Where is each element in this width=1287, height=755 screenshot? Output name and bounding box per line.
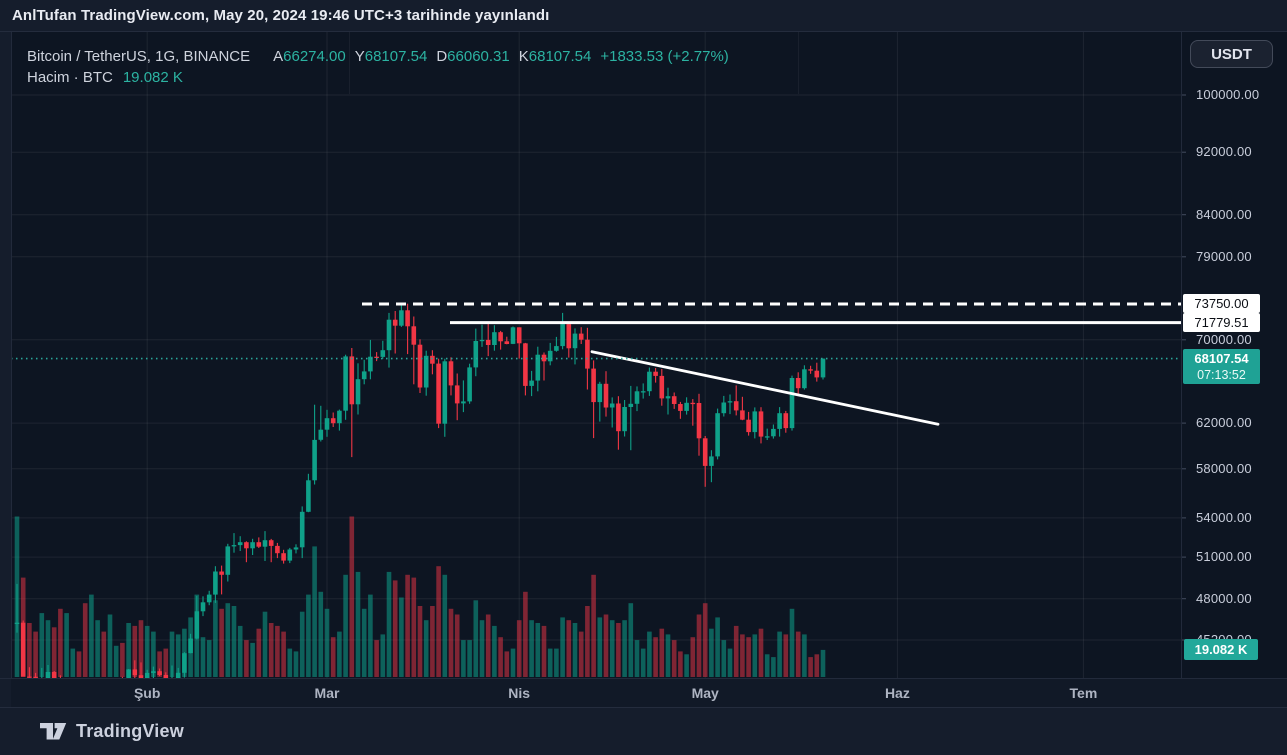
- last-price-badge: 68107.54 07:13:52: [1183, 349, 1260, 385]
- low-value: 66060.31: [447, 48, 510, 65]
- price-axis-label: 58000.00: [1196, 460, 1252, 476]
- volume-label: Hacim · BTC: [27, 69, 113, 86]
- footer-bar: TradingView: [0, 708, 1287, 755]
- high-value: 68107.54: [364, 48, 428, 65]
- tradingview-mark-icon: [40, 723, 67, 740]
- time-axis[interactable]: Şub Mar Nis May Haz Tem: [11, 679, 1287, 707]
- tradingview-brand-text: TradingView: [76, 721, 184, 741]
- price-axis-label: 48000.00: [1196, 590, 1252, 606]
- open-value: 66274.00: [283, 48, 346, 65]
- time-axis-month-label: Haz: [884, 685, 910, 701]
- volume-value: 19.082 K: [122, 69, 183, 86]
- time-axis-month-label: Nis: [508, 685, 531, 701]
- high-label: Y: [354, 48, 365, 65]
- last-price-value: 68107.54: [1194, 351, 1249, 367]
- currency-toggle-button[interactable]: USDT: [1190, 40, 1273, 68]
- widget-bottom-border: [0, 707, 1287, 708]
- tradingview-logo[interactable]: TradingView: [40, 721, 184, 742]
- open-label: A: [273, 48, 284, 65]
- price-axis-label: 70000.00: [1196, 331, 1252, 347]
- close-value: 68107.54: [528, 48, 592, 65]
- bar-countdown: 07:13:52: [1197, 368, 1246, 383]
- time-axis-month-label: Şub: [133, 685, 161, 701]
- legend-ohlc-row: Bitcoin / TetherUS, 1G, BINANCE A 66274.0…: [27, 46, 729, 67]
- left-margin-strip: [0, 32, 12, 707]
- legend-volume-row: Hacim · BTC 19.082 K: [27, 67, 729, 88]
- legend-separator: [349, 32, 350, 94]
- change-value: +1833.53 (+2.77%): [600, 48, 729, 65]
- low-label: D: [436, 48, 448, 65]
- volume-badge: 19.082 K: [1184, 639, 1258, 661]
- price-chart-canvas[interactable]: [0, 0, 1287, 707]
- time-axis-month-label: Tem: [1069, 685, 1098, 701]
- pane-bottom-border: [0, 678, 1287, 679]
- price-axis-label: 92000.00: [1196, 144, 1252, 160]
- price-axis-label: 51000.00: [1196, 549, 1252, 565]
- legend-separator: [798, 32, 799, 94]
- time-axis-month-label: Mar: [314, 685, 340, 701]
- price-axis-label: 62000.00: [1196, 415, 1252, 431]
- price-axis-label: 100000.00: [1196, 87, 1260, 102]
- drawing-price-label: 73750.00: [1183, 294, 1260, 314]
- price-axis-border: [1181, 32, 1182, 707]
- close-label: K: [518, 48, 529, 65]
- symbol-legend: Bitcoin / TetherUS, 1G, BINANCE A 66274.0…: [27, 46, 729, 88]
- publish-info-text: AnlTufan TradingView.com, May 20, 2024 1…: [12, 7, 550, 24]
- price-axis-label: 54000.00: [1196, 509, 1252, 525]
- time-axis-month-label: May: [691, 685, 719, 701]
- price-axis-label: 84000.00: [1196, 206, 1252, 222]
- drawing-price-label: 71779.51: [1183, 313, 1260, 333]
- price-axis-label: 79000.00: [1196, 248, 1252, 264]
- symbol-title: Bitcoin / TetherUS, 1G, BINANCE: [27, 48, 251, 65]
- publish-header-bar: AnlTufan TradingView.com, May 20, 2024 1…: [0, 0, 1287, 32]
